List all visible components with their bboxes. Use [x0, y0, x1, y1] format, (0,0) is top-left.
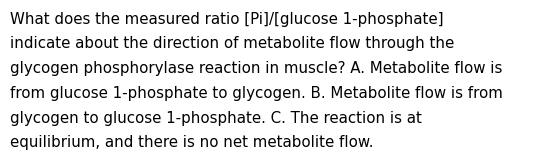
- Text: glycogen phosphorylase reaction in muscle? A. Metabolite flow is: glycogen phosphorylase reaction in muscl…: [10, 61, 502, 76]
- Text: equilibrium, and there is no net metabolite flow.: equilibrium, and there is no net metabol…: [10, 135, 373, 150]
- Text: glycogen to glucose 1-phosphate. C. The reaction is at: glycogen to glucose 1-phosphate. C. The …: [10, 111, 422, 126]
- Text: indicate about the direction of metabolite flow through the: indicate about the direction of metaboli…: [10, 36, 454, 51]
- Text: What does the measured ratio [Pi]/[glucose 1-phosphate]: What does the measured ratio [Pi]/[gluco…: [10, 12, 444, 27]
- Text: from glucose 1-phosphate to glycogen. B. Metabolite flow is from: from glucose 1-phosphate to glycogen. B.…: [10, 86, 503, 101]
